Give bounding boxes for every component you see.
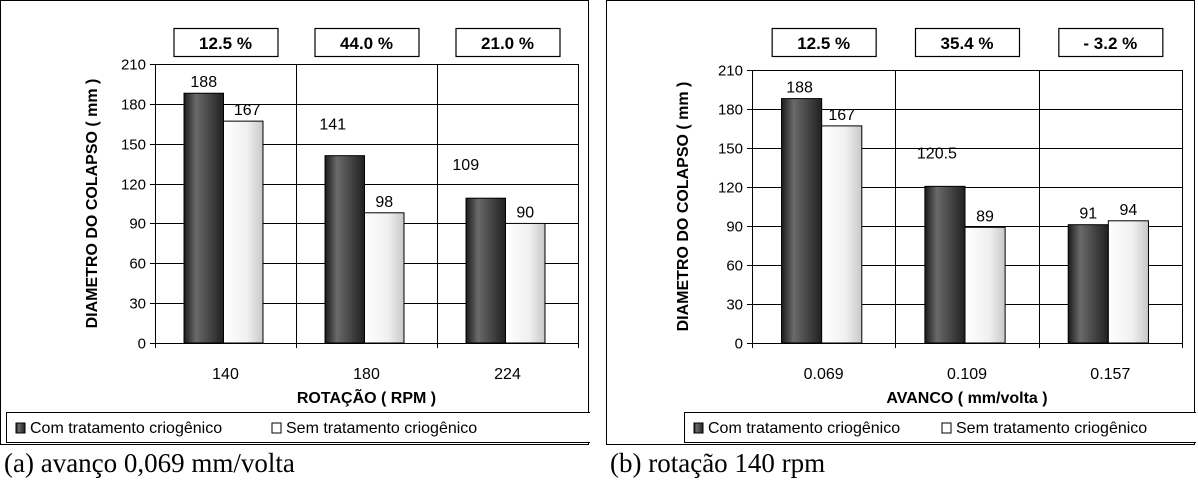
x-tick-label: 0.157: [1090, 366, 1130, 383]
percent-box: [173, 27, 279, 58]
y-tick-label: 180: [121, 97, 146, 114]
percent-box-label: 12.5 %: [199, 34, 252, 53]
percent-box: [455, 27, 561, 58]
y-tick-label: 0: [138, 336, 146, 353]
data-label: 89: [976, 208, 994, 225]
legend-label: Com tratamento criogênico: [708, 420, 900, 437]
data-label: 91: [1079, 206, 1097, 223]
bar-com-tratamento: [924, 185, 966, 344]
percent-box: [1058, 27, 1164, 58]
y-tick-label: 60: [129, 256, 146, 273]
bar-chart-rotacao: 0 30 60 90 120 150 180 210 188 167 140 12.5 % 141 98 1…: [0, 0, 590, 445]
x-tick-label: 180: [353, 366, 380, 383]
bar-sem-tratamento: [223, 120, 264, 344]
data-label: 141: [319, 117, 346, 134]
data-label: 109: [452, 157, 479, 174]
bar-com-tratamento: [781, 98, 823, 344]
bar-sem-tratamento: [364, 212, 405, 344]
x-tick-label: 0.109: [947, 366, 987, 383]
figure-caption-a: (a) avanço 0,069 mm/volta: [4, 448, 295, 478]
y-axis-title: DIAMETRO DO COLAPSO ( mm ): [675, 82, 692, 332]
x-axis-title: AVANCO ( mm/volta ): [886, 390, 1047, 407]
data-label: 90: [516, 204, 534, 221]
bar-com-tratamento: [324, 155, 365, 344]
x-tick-label: 224: [494, 366, 521, 383]
data-label: 94: [1120, 202, 1138, 219]
legend-label: Sem tratamento criogênico: [956, 420, 1147, 437]
data-label: 98: [375, 194, 393, 211]
bar-chart-avanco: 0 30 60 90 120 150 180 210 188 167 0.069 12.5 % 120.…: [606, 0, 1196, 445]
legend-swatch-sem: [941, 422, 952, 434]
chart-panel-b: 0 30 60 90 120 150 180 210 188 167 0.069 12.5 % 120.…: [606, 0, 1196, 491]
y-tick-label: 90: [129, 216, 146, 233]
y-tick-label: 150: [718, 141, 743, 158]
data-label: 167: [234, 102, 261, 119]
x-tick-label: 140: [212, 366, 239, 383]
data-label: 167: [828, 107, 855, 124]
y-tick-label: 60: [726, 258, 743, 275]
bar-sem-tratamento: [821, 125, 863, 344]
legend-box: [6, 412, 590, 443]
percent-box-label: 35.4 %: [941, 34, 994, 53]
legend-swatch-com: [693, 422, 704, 434]
data-label: 120.5: [917, 145, 957, 162]
bar-sem-tratamento: [505, 222, 546, 344]
percent-box-label: 21.0 %: [481, 34, 534, 53]
y-tick-label: 120: [718, 180, 743, 197]
data-label: 188: [786, 80, 813, 97]
percent-box-label: 12.5 %: [797, 34, 850, 53]
y-tick-label: 30: [726, 297, 743, 314]
legend-label: Sem tratamento criogênico: [286, 420, 477, 437]
y-tick-label: 30: [129, 296, 146, 313]
chart-frame: [606, 0, 1195, 445]
percent-box-label: - 3.2 %: [1083, 34, 1137, 53]
y-tick-label: 0: [735, 336, 743, 353]
percent-box: [314, 27, 420, 58]
figure-caption-b: (b) rotação 140 rpm: [610, 448, 826, 478]
legend-label: Com tratamento criogênico: [30, 420, 222, 437]
y-tick-label: 90: [726, 219, 743, 236]
data-label: 188: [190, 74, 217, 91]
legend-swatch-sem: [271, 422, 282, 434]
y-tick-label: 120: [121, 177, 146, 194]
x-axis-title: ROTAÇÃO ( RPM ): [297, 387, 436, 407]
percent-box: [914, 27, 1021, 58]
chart-panel-a: 0 30 60 90 120 150 180 210 188 167 140 12.5 % 141 98 1…: [0, 0, 590, 491]
y-tick-label: 210: [121, 57, 146, 74]
bar-sem-tratamento: [964, 226, 1006, 344]
bar-com-tratamento: [1067, 224, 1109, 344]
legend-box: [684, 412, 1196, 443]
x-tick-label: 0.069: [804, 366, 844, 383]
percent-box-label: 44.0 %: [340, 34, 393, 53]
y-tick-label: 150: [121, 137, 146, 154]
bar-sem-tratamento: [1107, 220, 1149, 344]
y-tick-label: 210: [718, 63, 743, 80]
bar-com-tratamento: [183, 92, 225, 344]
y-tick-label: 180: [718, 102, 743, 119]
percent-box: [771, 27, 877, 58]
y-axis-title: DIAMETRO DO COLAPSO ( mm ): [84, 79, 101, 329]
legend-swatch-com: [15, 422, 26, 434]
bar-com-tratamento: [465, 197, 506, 344]
